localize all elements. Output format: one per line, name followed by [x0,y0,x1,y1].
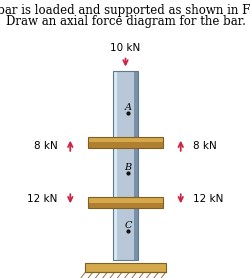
Text: 8 kN: 8 kN [192,141,216,151]
Bar [88,137,162,142]
Text: 12 kN: 12 kN [192,194,223,204]
Bar [88,197,162,203]
Bar [88,197,162,208]
Text: 8 kN: 8 kN [34,141,58,151]
Bar [133,71,138,260]
Text: Draw an axial force diagram for the bar.: Draw an axial force diagram for the bar. [6,15,244,28]
Text: A bar is loaded and supported as shown in Fig.: A bar is loaded and supported as shown i… [0,4,250,17]
Text: 10 kN: 10 kN [110,43,140,53]
Bar [85,263,165,272]
Text: C: C [124,221,131,230]
Text: 12 kN: 12 kN [27,194,58,204]
Text: A: A [124,103,131,111]
Bar [88,137,162,148]
Bar [117,71,133,260]
Bar [88,142,162,148]
Bar [88,203,162,208]
Bar [112,71,117,260]
Text: B: B [124,163,131,172]
Bar [112,71,138,260]
